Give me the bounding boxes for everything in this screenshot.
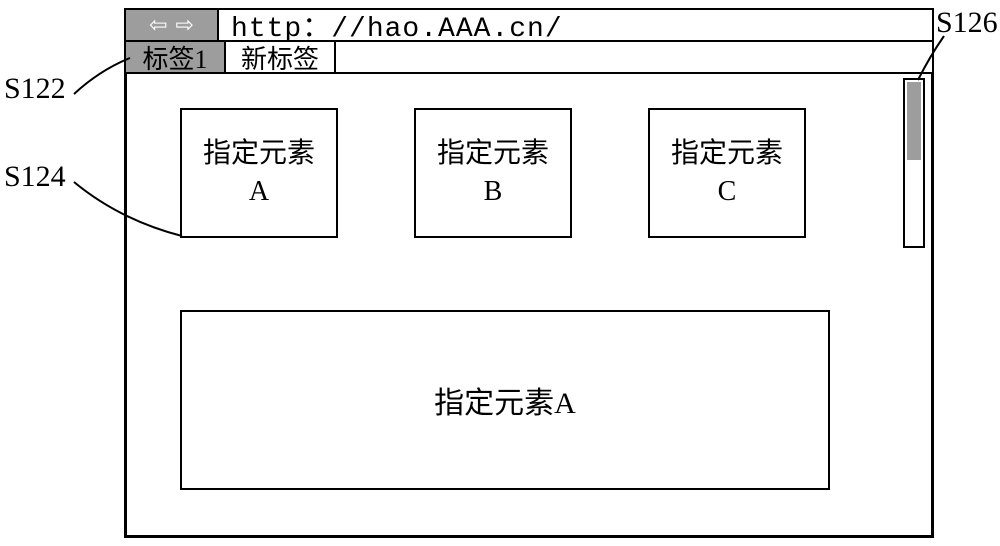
tab-new-label: 新标签	[241, 39, 319, 76]
tile-a-large[interactable]: 指定元素A	[180, 310, 830, 490]
browser-toolbar: ⇦ ⇨ http：//hao.AAA.cn/	[124, 8, 934, 42]
tab-strip: 标签1 新标签	[124, 40, 934, 74]
nav-buttons[interactable]: ⇦ ⇨	[124, 8, 219, 42]
tile-a[interactable]: 指定元素 A	[180, 108, 338, 238]
tab-strip-remainder	[336, 40, 934, 74]
forward-icon[interactable]: ⇨	[176, 14, 194, 36]
address-bar[interactable]: http：//hao.AAA.cn/	[219, 8, 934, 42]
tile-b-label: 指定元素 B	[437, 135, 549, 211]
back-icon[interactable]: ⇦	[149, 14, 167, 36]
tile-a-label: 指定元素 A	[203, 135, 315, 211]
tile-b[interactable]: 指定元素 B	[414, 108, 572, 238]
tile-c-label: 指定元素 C	[671, 135, 783, 211]
tab-new[interactable]: 新标签	[226, 40, 336, 74]
callout-s126: S126	[936, 6, 998, 40]
tile-a-large-label: 指定元素A	[434, 378, 576, 422]
scrollbar-thumb[interactable]	[907, 82, 921, 160]
tab-1[interactable]: 标签1	[124, 40, 226, 74]
tile-c[interactable]: 指定元素 C	[648, 108, 806, 238]
callout-s122: S122	[4, 72, 66, 106]
callout-s124: S124	[4, 160, 66, 194]
tab-1-label: 标签1	[142, 39, 207, 76]
